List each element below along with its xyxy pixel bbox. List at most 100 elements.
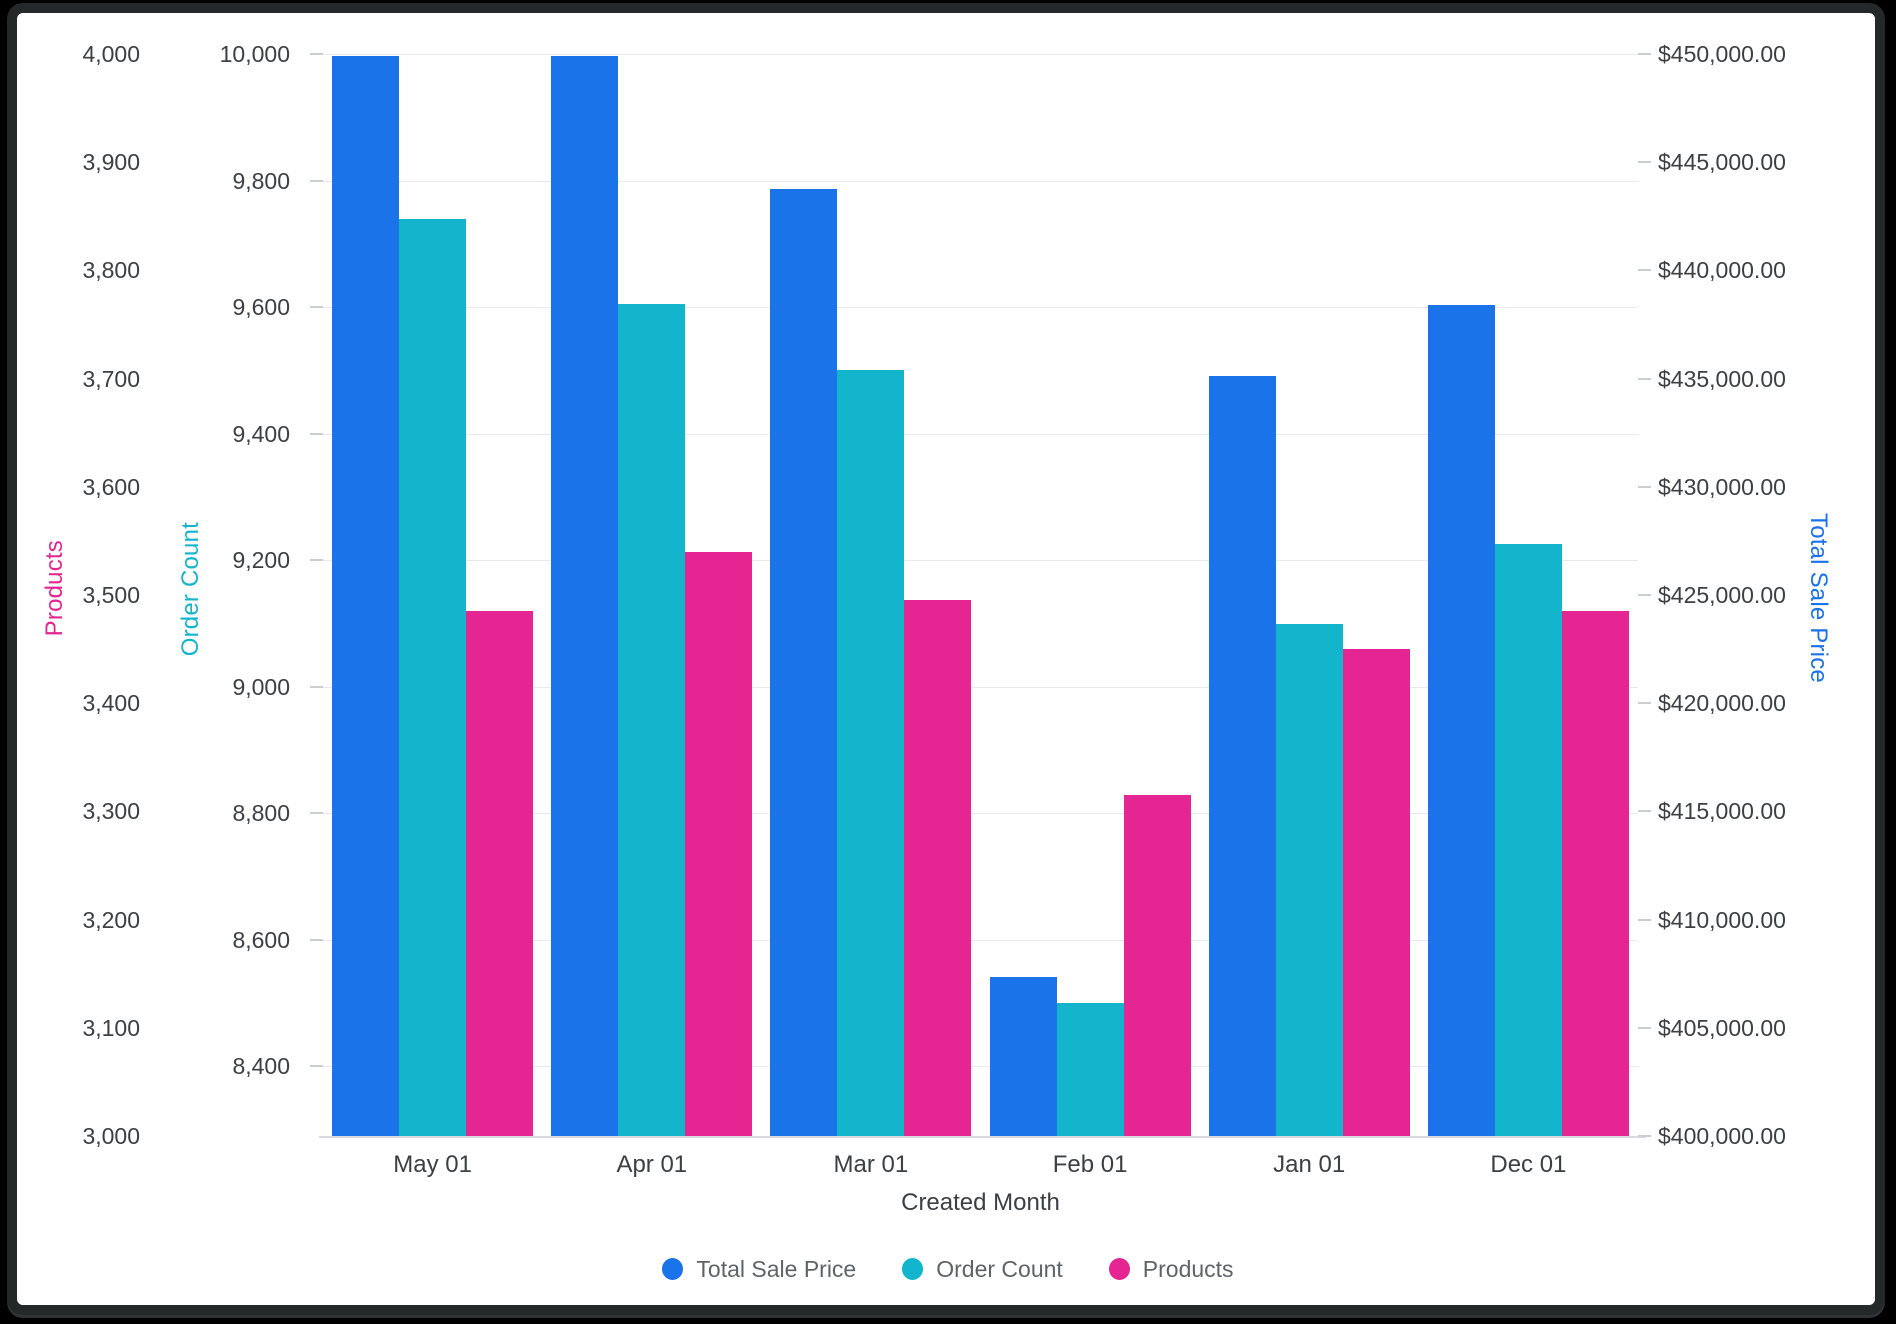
y-tick-mark [1638,377,1651,380]
y-tick-label: 3,600 [82,473,140,500]
bar-total-sale-price-apr-01[interactable] [551,56,619,1136]
bar-total-sale-price-may-01[interactable] [332,56,400,1136]
y-tick-label: $415,000.00 [1658,798,1786,825]
y-tick-label: 8,400 [232,1053,290,1080]
y-tick-label: 8,600 [232,926,290,953]
y-tick-label: 3,900 [82,149,140,176]
bar-order-count-apr-01[interactable] [618,303,686,1136]
y-tick-mark [310,559,323,562]
legend-label: Products [1142,1255,1234,1282]
gridline [323,560,1638,562]
bar-total-sale-price-mar-01[interactable] [770,189,838,1137]
y-tick-mark [1638,485,1651,488]
legend-item-products[interactable]: Products [1108,1255,1234,1283]
y-tick-label: 9,800 [232,167,290,194]
bar-order-count-dec-01[interactable] [1494,544,1562,1136]
y-tick-label: $440,000.00 [1658,257,1786,284]
x-axis-title: Created Month [901,1189,1060,1216]
bar-order-count-feb-01[interactable] [1056,1003,1124,1136]
y-tick-mark [310,1065,323,1068]
y-tick-label: 3,000 [82,1123,140,1149]
y-tick-mark [310,306,323,309]
y-tick-mark [310,179,323,182]
gridline [323,307,1638,309]
y-tick-label: $410,000.00 [1658,906,1786,933]
y-tick-label: 9,000 [232,673,290,700]
x-tick-label-jan-01: Jan 01 [1273,1151,1346,1178]
bar-products-apr-01[interactable] [685,551,753,1136]
y-tick-label: 9,400 [232,420,290,447]
y-tick-label: 3,200 [82,906,140,933]
bar-total-sale-price-feb-01[interactable] [989,976,1057,1136]
legend: Total Sale Price Order Count Products [0,1252,1896,1286]
y-tick-mark [310,812,323,815]
y-tick-label: 8,800 [232,800,290,827]
y-tick-label: 9,600 [232,294,290,321]
y-tick-mark [1638,810,1651,813]
bar-order-count-may-01[interactable] [399,218,467,1136]
y-tick-label: 3,500 [82,582,140,608]
y-tick-mark [1638,1026,1651,1029]
y-tick-label: 4,000 [82,41,140,67]
y-tick-label: $450,000.00 [1658,41,1786,67]
y-tick-mark [1638,1135,1651,1137]
legend-item-order-count[interactable]: Order Count [902,1256,1063,1283]
y-tick-mark [1638,702,1651,705]
y-tick-label: 3,300 [82,798,140,825]
y-tick-mark [1638,918,1651,921]
products-axis-title: Products [41,540,68,637]
y-tick-label: $430,000.00 [1658,473,1786,500]
legend-item-total-sale-price[interactable]: Total Sale Price [662,1256,856,1283]
gridline [323,939,1638,941]
bar-products-may-01[interactable] [466,611,534,1136]
y-tick-label: 3,100 [82,1014,140,1041]
order-count-axis-title: Order Count [177,522,204,657]
legend-dot-order-count-icon [902,1258,924,1280]
bar-products-dec-01[interactable] [1561,611,1629,1136]
y-tick-mark [310,685,323,688]
bar-total-sale-price-jan-01[interactable] [1208,376,1276,1136]
y-tick-mark [310,432,323,435]
y-tick-label: 3,800 [82,257,140,284]
x-tick-label-mar-01: Mar 01 [833,1151,909,1178]
bar-products-feb-01[interactable] [1123,795,1191,1136]
y-tick-mark [1638,594,1651,596]
y-tick-mark [310,938,323,941]
y-tick-label: $445,000.00 [1658,149,1786,176]
legend-dot-total-sale-price-icon [662,1258,684,1280]
bar-order-count-jan-01[interactable] [1275,623,1343,1136]
x-tick-label-apr-01: Apr 01 [616,1151,688,1178]
gridline [323,686,1638,688]
y-tick-label: 9,200 [232,547,290,574]
x-tick-label-feb-01: Feb 01 [1052,1151,1128,1178]
y-tick-mark [1638,53,1651,55]
y-tick-label: 10,000 [219,41,290,67]
total-sale-price-axis-title: Total Sale Price [1805,513,1832,683]
bar-products-jan-01[interactable] [1342,649,1410,1136]
y-tick-label: $435,000.00 [1658,365,1786,392]
gridline [323,54,1638,55]
y-tick-label: $425,000.00 [1658,582,1786,608]
y-tick-label: 3,400 [82,690,140,717]
bar-products-mar-01[interactable] [904,600,972,1136]
gridline [323,433,1638,435]
y-tick-mark [310,53,323,55]
y-tick-mark [1638,269,1651,272]
y-tick-mark [1638,161,1651,164]
x-tick-label-may-01: May 01 [393,1151,472,1178]
y-tick-label: $420,000.00 [1658,690,1786,717]
legend-dot-products-icon [1108,1258,1130,1280]
legend-label: Order Count [936,1255,1063,1282]
y-tick-label: $400,000.00 [1658,1123,1786,1149]
bar-total-sale-price-dec-01[interactable] [1427,305,1495,1136]
legend-label: Total Sale Price [696,1255,857,1282]
x-tick-label-dec-01: Dec 01 [1490,1151,1567,1178]
gridline [323,180,1638,182]
gridline [323,1066,1638,1068]
y-tick-label: 3,700 [82,365,140,392]
gridline [323,813,1638,815]
y-tick-label: $405,000.00 [1658,1014,1786,1041]
bar-order-count-mar-01[interactable] [837,370,905,1136]
x-axis-line [319,1136,1646,1138]
